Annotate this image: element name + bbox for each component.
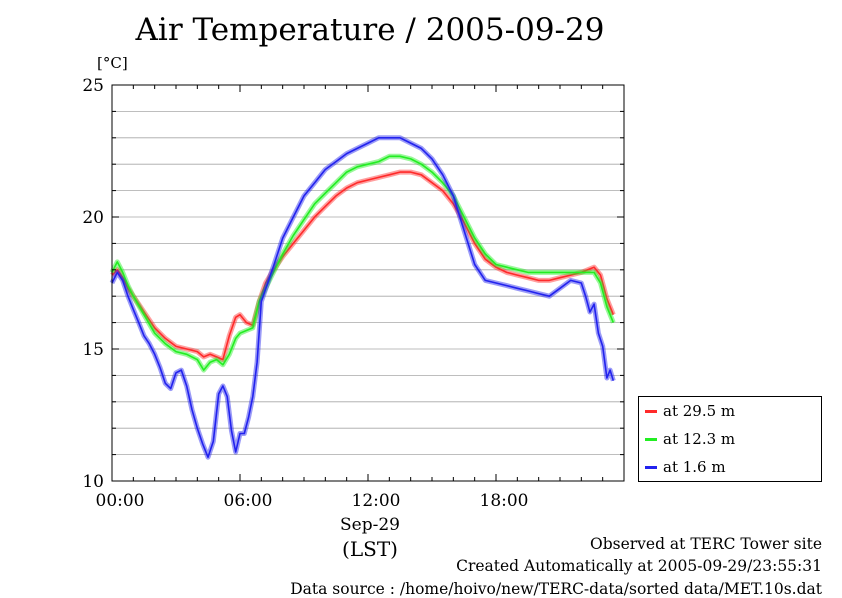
x-axis-timezone-label: (LST) <box>342 537 398 561</box>
series-line-1 <box>111 155 615 371</box>
series-line-0 <box>111 171 615 361</box>
legend-item-29-5m: at 29.5 m <box>645 401 735 421</box>
legend: at 29.5 m at 12.3 m at 1.6 m <box>638 396 822 482</box>
series-line-2 <box>111 137 615 459</box>
axis-ticks <box>111 84 625 482</box>
legend-label-1-6m: at 1.6 m <box>663 458 726 476</box>
series-group <box>109 135 616 460</box>
axis-tick-labels: 10 15 20 25 00:00 06:00 12:00 18:00 <box>82 76 528 511</box>
x-axis-date-label: Sep-29 <box>340 515 400 535</box>
grid-lines <box>112 111 624 456</box>
y-tick-label-20: 20 <box>82 208 104 228</box>
series-halo-0 <box>110 169 616 363</box>
legend-label-12-3m: at 12.3 m <box>663 430 736 448</box>
x-tick-label-0000: 00:00 <box>96 491 145 511</box>
legend-swatch-29-5m <box>645 409 657 413</box>
y-tick-label-10: 10 <box>82 472 104 492</box>
legend-label-29-5m: at 29.5 m <box>663 402 736 420</box>
y-axis-unit-label: [°C] <box>97 54 128 72</box>
legend-item-12-3m: at 12.3 m <box>645 429 735 449</box>
x-tick-label-1800: 18:00 <box>480 491 529 511</box>
y-tick-label-25: 25 <box>82 76 104 96</box>
series-halo-2 <box>109 135 616 460</box>
legend-swatch-1-6m <box>645 465 657 469</box>
y-tick-label-15: 15 <box>82 340 104 360</box>
footer-data-source: Data source : /home/hoivo/new/TERC-data/… <box>290 580 822 598</box>
legend-item-1-6m: at 1.6 m <box>645 457 726 477</box>
series-halo-1 <box>109 153 616 373</box>
footer-created-time: Created Automatically at 2005-09-29/23:5… <box>456 557 822 575</box>
x-tick-label-0600: 06:00 <box>224 491 273 511</box>
legend-swatch-12-3m <box>645 437 657 441</box>
chart-title: Air Temperature / 2005-09-29 <box>135 12 605 48</box>
footer-observed-site: Observed at TERC Tower site <box>589 535 822 553</box>
x-tick-label-1200: 12:00 <box>352 491 401 511</box>
